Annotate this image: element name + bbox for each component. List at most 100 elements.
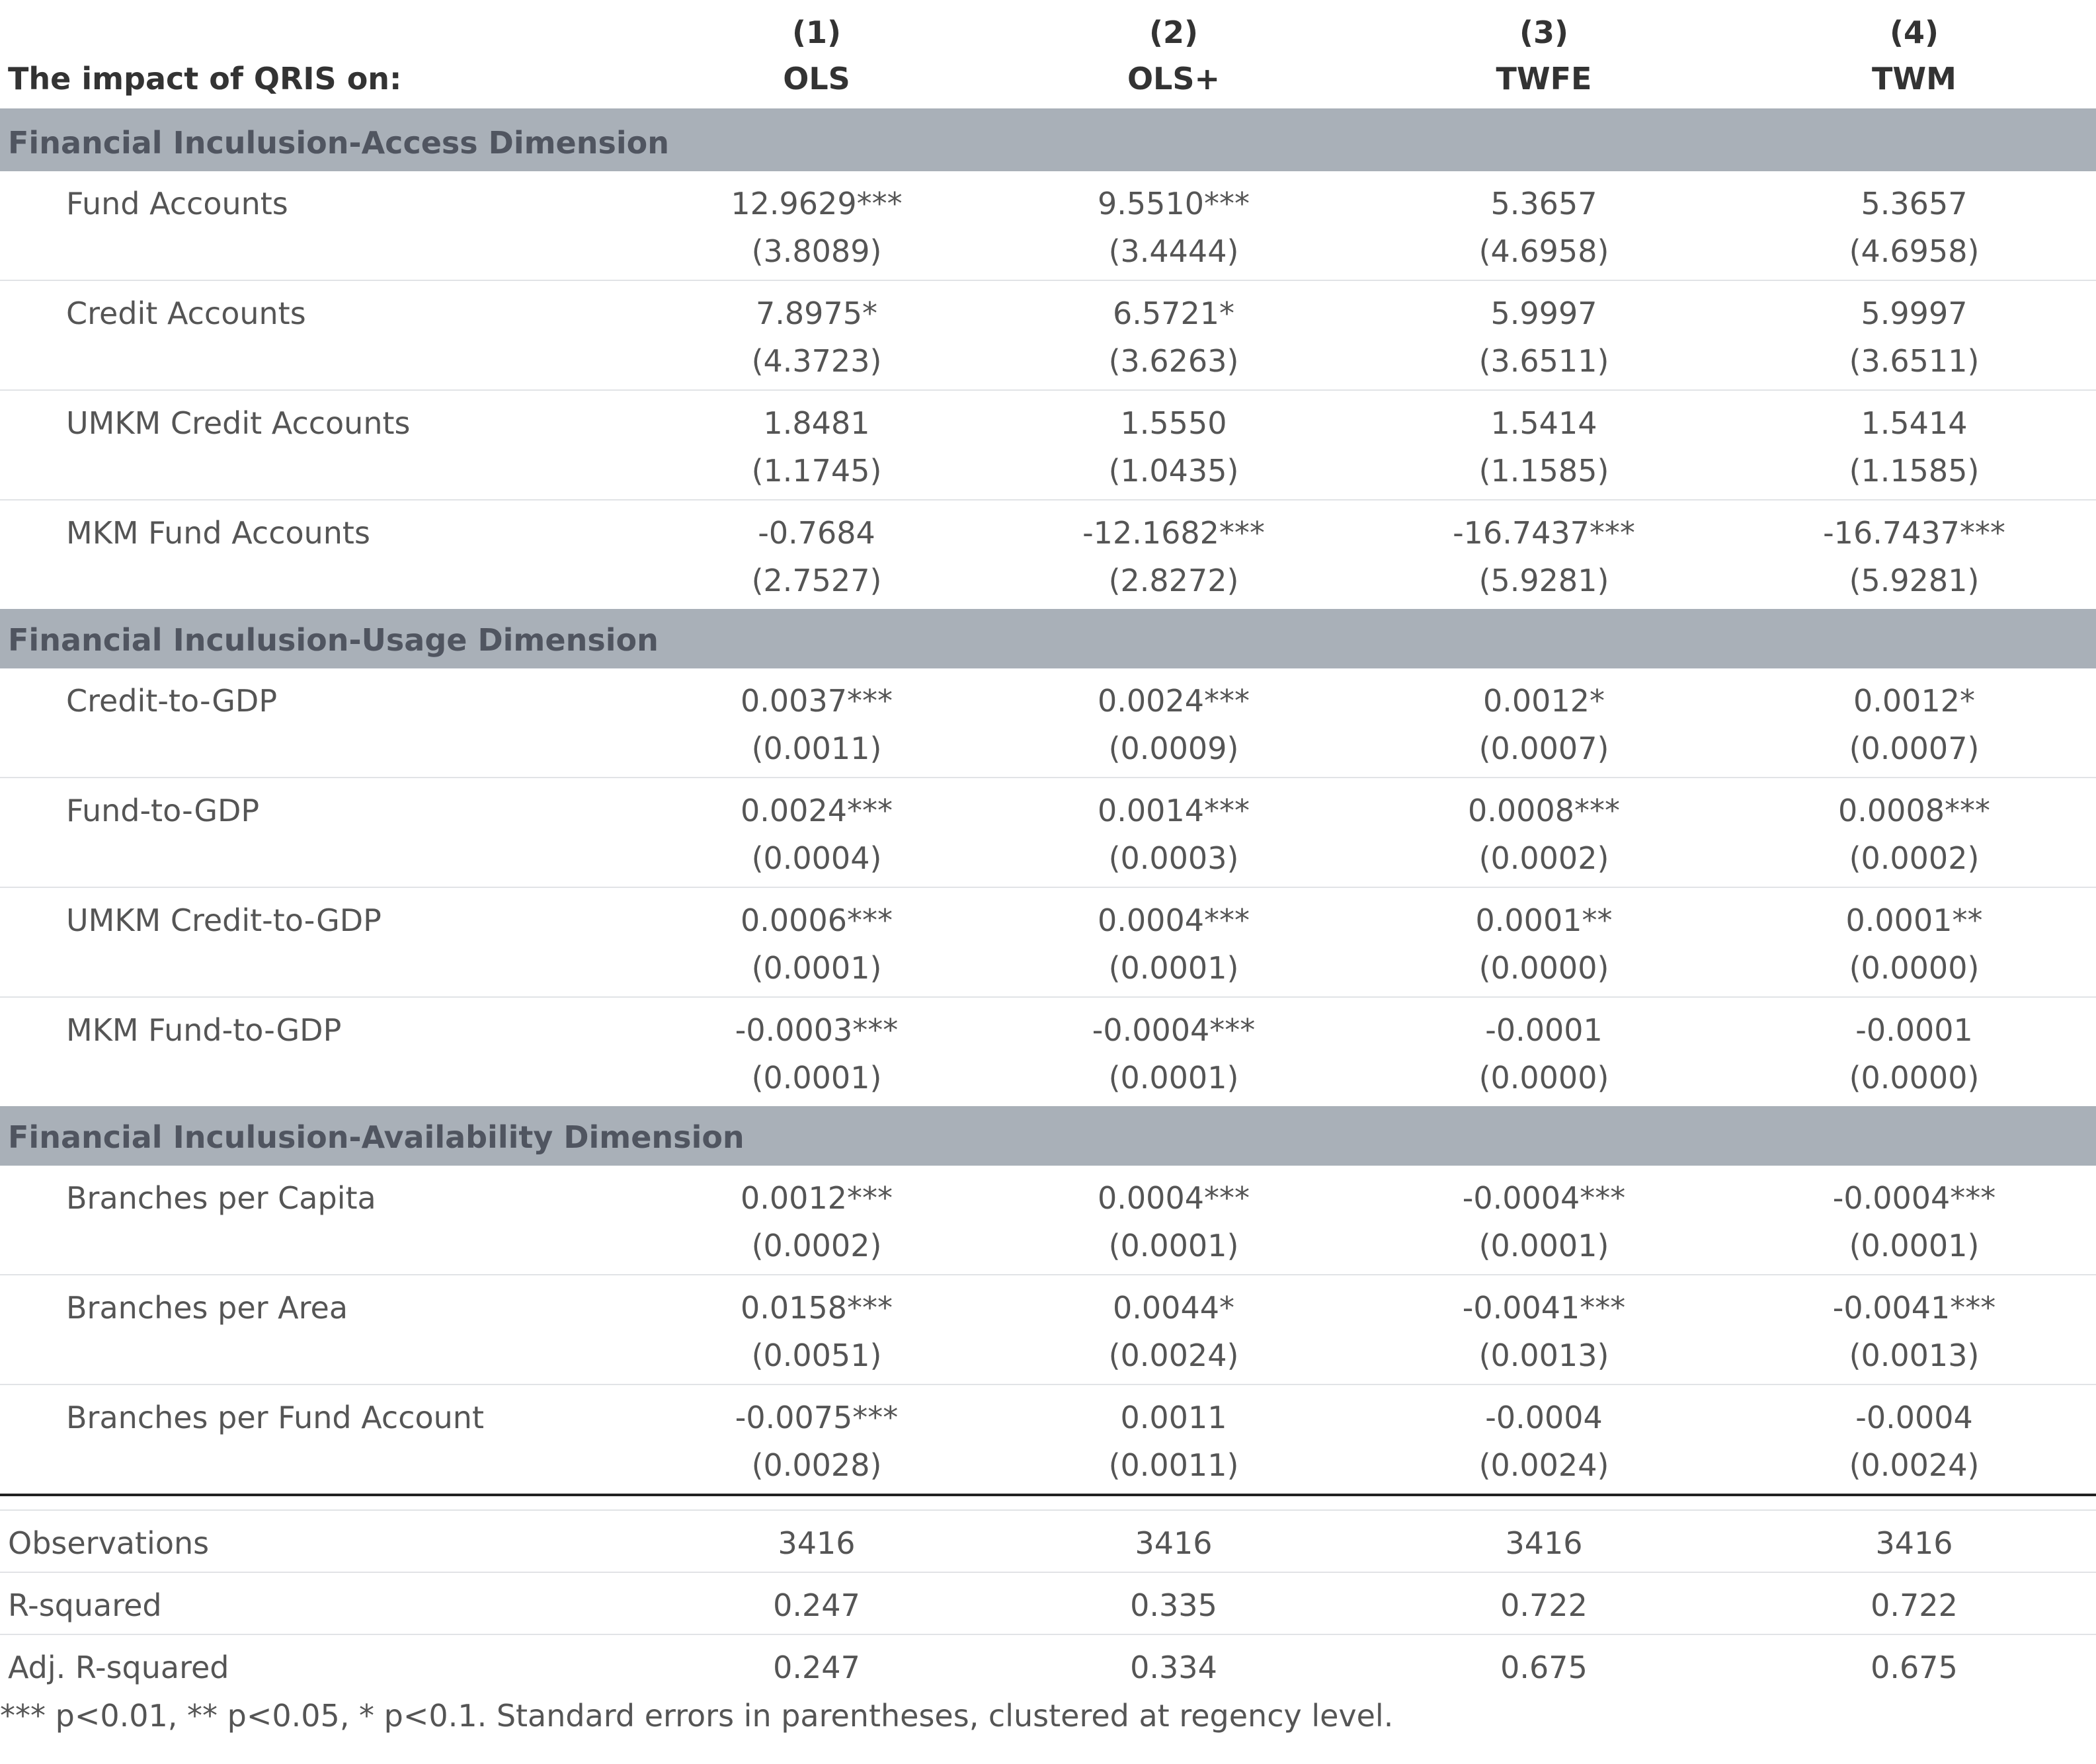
coefficient: 0.0001** (1475, 902, 1613, 938)
standard-error: (4.6958) (1849, 233, 1980, 269)
stats-label: Adj. R-squared (8, 1650, 229, 1685)
standard-error: (0.0024) (1849, 1447, 1980, 1483)
coefficient: 0.0006*** (741, 902, 893, 938)
coefficient: -0.0004 (1485, 1400, 1603, 1435)
standard-error: (0.0001) (751, 950, 882, 986)
standard-error: (1.0435) (1108, 453, 1239, 489)
coefficient: -0.0004*** (1092, 1012, 1256, 1048)
stats-value: 0.247 (773, 1650, 860, 1685)
stats-value: 0.722 (1871, 1587, 1958, 1623)
coefficient: -0.0075*** (735, 1400, 899, 1435)
column-number: (1) (791, 15, 842, 50)
stats-value: 0.335 (1130, 1587, 1217, 1623)
row-label: Credit Accounts (66, 296, 306, 331)
stats-value: 3416 (778, 1525, 856, 1561)
stats-value: 0.722 (1500, 1587, 1588, 1623)
coefficient: -0.0004*** (1832, 1180, 1996, 1216)
standard-error: (0.0013) (1478, 1338, 1609, 1373)
row-label: Fund-to-GDP (66, 793, 260, 828)
coefficient: 5.9997 (1861, 296, 1968, 331)
stats-row: R-squared 0.247 0.335 0.722 0.722 (0, 1573, 2096, 1635)
section-title: Financial Inculusion-Access Dimension (8, 125, 670, 161)
coefficient: -12.1682*** (1082, 515, 1265, 551)
standard-error: (0.0024) (1478, 1447, 1609, 1483)
standard-error: (0.0007) (1849, 731, 1980, 766)
coefficient: 5.3657 (1490, 186, 1597, 221)
coefficient: 1.8481 (763, 405, 870, 441)
standard-error: (0.0001) (1478, 1228, 1609, 1263)
column-number: (2) (1149, 15, 1199, 50)
coefficient: 0.0012*** (741, 1180, 893, 1216)
standard-error: (0.0000) (1849, 1060, 1980, 1096)
coefficient: -0.0041*** (1832, 1290, 1996, 1326)
row-label: UMKM Credit-to-GDP (66, 902, 382, 938)
table-gap (0, 1496, 2096, 1511)
coefficient: 6.5721* (1113, 296, 1234, 331)
table-header: The impact of QRIS on: (1) OLS (2) OLS+ … (0, 0, 2096, 112)
row-label: Branches per Fund Account (66, 1400, 484, 1435)
coefficient: 5.9997 (1490, 296, 1597, 331)
coefficient: 0.0012* (1853, 683, 1975, 719)
standard-error: (4.6958) (1478, 233, 1609, 269)
coefficient: -0.0001 (1485, 1012, 1603, 1048)
coefficient: 0.0008*** (1838, 793, 1990, 828)
row-label: Credit-to-GDP (66, 683, 278, 719)
stats-value: 3416 (1505, 1525, 1583, 1561)
standard-error: (0.0001) (1108, 1228, 1239, 1263)
standard-error: (3.6511) (1849, 343, 1980, 379)
coefficient: 0.0158*** (741, 1290, 893, 1326)
table-row: Branches per Capita 0.0012*** (0.0002) 0… (0, 1166, 2096, 1275)
coefficient: 0.0001** (1845, 902, 1983, 938)
standard-error: (1.1745) (751, 453, 882, 489)
section-title: Financial Inculusion-Usage Dimension (8, 622, 659, 658)
coefficient: -0.7684 (758, 515, 875, 551)
standard-error: (0.0002) (1478, 840, 1609, 876)
coefficient: 5.3657 (1861, 186, 1968, 221)
stats-value: 0.675 (1871, 1650, 1958, 1685)
coefficient: 0.0004*** (1098, 902, 1250, 938)
standard-error: (0.0000) (1849, 950, 1980, 986)
standard-error: (2.7527) (751, 563, 882, 598)
regression-table: The impact of QRIS on: (1) OLS (2) OLS+ … (0, 0, 2096, 1685)
standard-error: (1.1585) (1478, 453, 1609, 489)
stats-value: 0.675 (1500, 1650, 1588, 1685)
standard-error: (3.4444) (1108, 233, 1239, 269)
coefficient: 1.5414 (1861, 405, 1968, 441)
standard-error: (0.0001) (751, 1060, 882, 1096)
coefficient: 12.9629*** (731, 186, 903, 221)
standard-error: (0.0028) (751, 1447, 882, 1483)
section-header: Financial Inculusion-Usage Dimension (0, 609, 2096, 668)
coefficient: -16.7437*** (1453, 515, 1635, 551)
column-name: OLS+ (1127, 61, 1221, 97)
standard-error: (1.1585) (1849, 453, 1980, 489)
stats-row: Observations 3416 3416 3416 3416 (0, 1511, 2096, 1573)
table-row: MKM Fund Accounts -0.7684 (2.7527) -12.1… (0, 501, 2096, 609)
standard-error: (3.6511) (1478, 343, 1609, 379)
coefficient: -0.0003*** (735, 1012, 899, 1048)
coefficient: -0.0004*** (1462, 1180, 1626, 1216)
stats-label: R-squared (8, 1587, 162, 1623)
coefficient: -0.0041*** (1462, 1290, 1626, 1326)
coefficient: 0.0014*** (1098, 793, 1250, 828)
standard-error: (0.0002) (1849, 840, 1980, 876)
stats-value: 0.334 (1130, 1650, 1217, 1685)
standard-error: (0.0003) (1108, 840, 1239, 876)
coefficient: 0.0024*** (741, 793, 893, 828)
coefficient: 1.5414 (1490, 405, 1597, 441)
column-name: OLS (783, 61, 850, 97)
coefficient: 0.0004*** (1098, 1180, 1250, 1216)
standard-error: (4.3723) (751, 343, 882, 379)
table-row: Branches per Area 0.0158*** (0.0051) 0.0… (0, 1275, 2096, 1385)
row-label: MKM Fund Accounts (66, 515, 370, 551)
coefficient: -0.0001 (1855, 1012, 1973, 1048)
standard-error: (5.9281) (1478, 563, 1609, 598)
stats-value: 3416 (1875, 1525, 1953, 1561)
section-title: Financial Inculusion-Availability Dimens… (8, 1119, 745, 1155)
coefficient: 0.0008*** (1468, 793, 1620, 828)
coefficient: 9.5510*** (1098, 186, 1250, 221)
coefficient: -16.7437*** (1823, 515, 2005, 551)
row-label: Branches per Capita (66, 1180, 376, 1216)
stats-value: 3416 (1135, 1525, 1213, 1561)
header-label: The impact of QRIS on: (8, 61, 402, 97)
table-row: Branches per Fund Account -0.0075*** (0.… (0, 1385, 2096, 1494)
